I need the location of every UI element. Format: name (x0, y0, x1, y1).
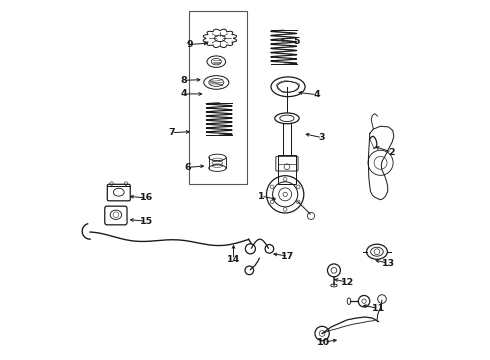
Text: 14: 14 (227, 255, 240, 264)
Text: 5: 5 (294, 37, 300, 46)
Text: 6: 6 (184, 163, 191, 172)
Text: 13: 13 (382, 259, 395, 268)
Text: 4: 4 (314, 90, 320, 99)
Text: 3: 3 (319, 133, 325, 142)
Text: 11: 11 (372, 304, 385, 313)
Text: 1: 1 (258, 192, 265, 201)
Text: 9: 9 (186, 40, 193, 49)
Text: 16: 16 (140, 193, 153, 202)
Text: 4: 4 (181, 89, 187, 98)
Bar (278, 155, 295, 184)
Text: 17: 17 (281, 252, 294, 261)
Text: 10: 10 (318, 338, 330, 347)
Text: 12: 12 (341, 278, 354, 287)
Text: 2: 2 (389, 148, 395, 157)
Text: 7: 7 (168, 128, 175, 137)
Text: 15: 15 (140, 217, 153, 226)
Bar (190, 12, 247, 184)
Text: 8: 8 (181, 76, 187, 85)
